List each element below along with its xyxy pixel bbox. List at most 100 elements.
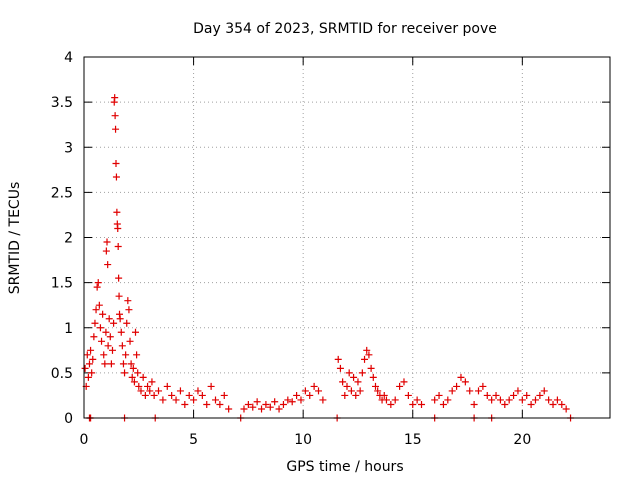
- data-point: [343, 382, 351, 390]
- data-point: [132, 328, 140, 336]
- data-point: [181, 400, 189, 408]
- axis-ticks: 0 0.5 1 1.5 2 2.5 3 3.5 4 0 5 10 15 20: [51, 50, 610, 448]
- data-point: [87, 346, 95, 354]
- data-point: [159, 396, 167, 404]
- data-point: [400, 378, 408, 386]
- data-point: [225, 405, 233, 413]
- data-point: [84, 373, 92, 381]
- data-point: [155, 387, 163, 395]
- data-point: [365, 351, 373, 359]
- data-point: [98, 337, 106, 345]
- data-point: [244, 400, 252, 408]
- data-point: [104, 261, 112, 269]
- data-point: [382, 396, 390, 404]
- data-point: [448, 387, 456, 395]
- data-point: [203, 400, 211, 408]
- x-axis-label: GPS time / hours: [286, 459, 403, 475]
- data-point: [271, 398, 279, 406]
- data-point: [457, 373, 465, 381]
- y-tick-label: 4: [64, 50, 73, 66]
- data-point: [103, 238, 111, 246]
- data-point: [284, 396, 292, 404]
- data-point: [418, 400, 426, 408]
- data-point: [240, 405, 248, 413]
- data-point: [102, 328, 110, 336]
- data-point: [549, 400, 557, 408]
- data-point: [293, 391, 301, 399]
- data-point: [125, 306, 133, 314]
- data-point: [124, 297, 132, 305]
- data-point: [105, 315, 113, 323]
- data-points: [81, 94, 575, 422]
- data-point: [90, 333, 98, 341]
- data-point: [310, 382, 318, 390]
- data-point: [279, 400, 287, 408]
- data-point: [258, 405, 266, 413]
- data-point: [94, 279, 102, 287]
- data-point: [148, 378, 156, 386]
- data-point: [562, 405, 570, 413]
- y-tick-label: 2.5: [51, 185, 73, 201]
- data-point: [108, 346, 116, 354]
- data-point: [113, 208, 121, 216]
- data-point: [540, 387, 548, 395]
- data-point: [92, 306, 100, 314]
- data-point: [133, 351, 141, 359]
- data-point: [127, 360, 135, 368]
- data-point: [396, 382, 404, 390]
- data-point: [431, 396, 439, 404]
- data-point: [306, 391, 314, 399]
- data-point: [356, 387, 364, 395]
- data-point: [207, 382, 215, 390]
- data-point: [409, 400, 417, 408]
- data-point: [93, 283, 101, 291]
- data-point: [444, 396, 452, 404]
- data-point: [488, 396, 496, 404]
- data-point: [531, 396, 539, 404]
- data-point: [470, 400, 478, 408]
- data-point: [536, 391, 544, 399]
- data-point: [141, 391, 149, 399]
- data-point: [121, 369, 129, 377]
- data-point: [122, 351, 130, 359]
- data-point: [85, 360, 93, 368]
- data-point: [144, 382, 152, 390]
- y-tick-label: 3.5: [51, 95, 73, 111]
- data-point: [367, 364, 375, 372]
- data-point: [510, 391, 518, 399]
- data-point: [387, 400, 395, 408]
- data-point: [101, 360, 109, 368]
- data-point: [212, 396, 219, 404]
- x-tick-label: 15: [404, 432, 422, 448]
- data-point: [137, 387, 145, 395]
- data-point: [198, 391, 206, 399]
- x-tick-label: 10: [294, 432, 312, 448]
- data-point: [194, 387, 202, 395]
- y-axis-label: SRMTID / TECUs: [7, 182, 23, 295]
- data-point: [369, 373, 377, 381]
- data-point: [518, 396, 526, 404]
- data-point: [334, 355, 342, 363]
- data-point: [115, 274, 123, 282]
- data-point: [275, 405, 283, 413]
- data-point: [112, 159, 120, 167]
- data-point: [345, 369, 353, 377]
- data-point: [553, 396, 561, 404]
- data-point: [352, 391, 360, 399]
- data-point: [106, 333, 114, 341]
- data-point: [115, 292, 123, 300]
- data-point: [190, 396, 198, 404]
- grid-lines: [84, 57, 610, 418]
- data-point: [466, 387, 474, 395]
- data-point: [83, 351, 91, 359]
- data-point: [95, 301, 103, 309]
- data-point: [380, 391, 388, 399]
- data-point: [341, 391, 349, 399]
- data-point: [354, 378, 362, 386]
- data-point: [104, 342, 112, 350]
- data-point: [88, 369, 96, 377]
- data-point: [220, 391, 228, 399]
- data-point: [505, 396, 513, 404]
- data-point: [374, 387, 382, 395]
- data-point: [139, 373, 147, 381]
